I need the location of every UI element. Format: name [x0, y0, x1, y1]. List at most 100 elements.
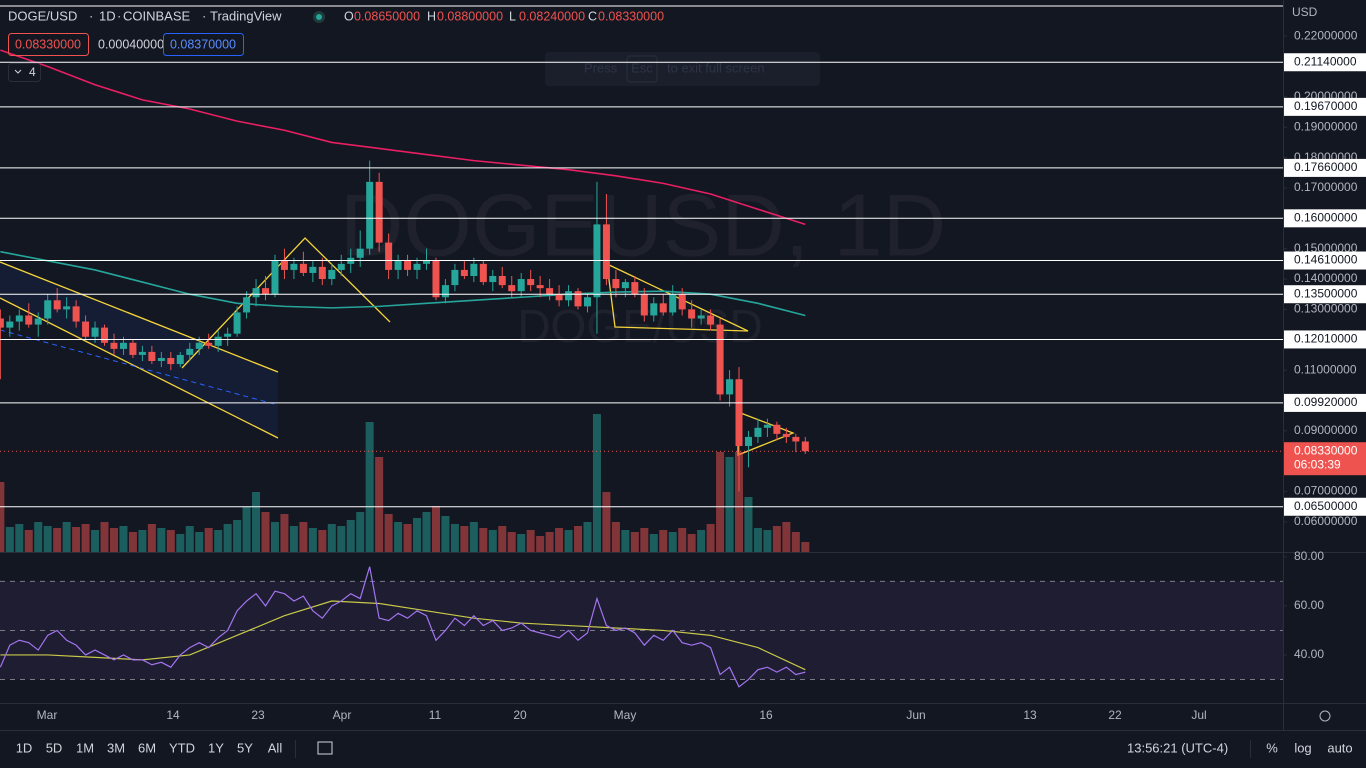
candle-body: [404, 260, 412, 270]
candle-body: [744, 436, 752, 447]
volume-bar: [109, 528, 118, 552]
date-range-icon[interactable]: [317, 741, 333, 755]
candle-body: [290, 263, 298, 270]
volume-bar: [327, 524, 336, 552]
candle-body: [91, 327, 99, 337]
candle-body: [262, 288, 270, 295]
volume-bar: [678, 528, 687, 552]
interval[interactable]: 1D: [99, 8, 116, 23]
level-label: 0.06500000: [1294, 499, 1358, 513]
volume-bar: [233, 520, 242, 552]
volume-bar: [308, 528, 317, 552]
candle-body: [6, 321, 14, 328]
level-label: 0.12010000: [1294, 332, 1358, 346]
rsi-line: [0, 566, 806, 688]
channel-mid: [0, 329, 279, 406]
candle-body: [565, 291, 573, 301]
candle-body: [697, 315, 705, 319]
candle-body: [44, 300, 52, 319]
hint-text: to exit full screen: [667, 60, 765, 75]
volume-bar: [0, 482, 5, 552]
y-tick-label: 0.14000000: [1294, 271, 1358, 285]
volume-bar: [62, 522, 71, 552]
ohlc-key: L: [509, 9, 516, 23]
hint-key: Esc: [631, 60, 653, 75]
volume-bar: [15, 524, 24, 552]
spread: 0.00040000: [98, 37, 164, 51]
level-label-box: [1284, 97, 1366, 116]
ohlc-key: H: [427, 9, 436, 23]
scale-option[interactable]: %: [1266, 740, 1278, 755]
volume-bar: [242, 507, 251, 552]
volume-bar: [697, 530, 706, 552]
level-label-box: [1284, 251, 1366, 270]
volume-bar: [270, 522, 279, 552]
level-label-box: [1284, 285, 1366, 304]
candle-body: [688, 309, 696, 319]
level-label-box: [1284, 393, 1366, 412]
candle-body: [574, 291, 582, 307]
x-tick-label: 23: [251, 708, 265, 722]
volume-bar: [592, 414, 601, 552]
candle-body: [432, 260, 440, 298]
volume-bar: [147, 524, 156, 552]
range-button[interactable]: 1Y: [208, 740, 224, 755]
candle-body: [735, 379, 743, 447]
range-button[interactable]: YTD: [169, 740, 195, 755]
range-button[interactable]: 6M: [138, 740, 156, 755]
watermark: DOGEUSD, 1D: [340, 175, 946, 274]
settings-icon[interactable]: [1319, 710, 1331, 722]
range-button[interactable]: 3M: [107, 740, 125, 755]
candle-body: [318, 266, 326, 280]
volume-bar: [450, 524, 459, 552]
watermark-sub: DOGE/USD: [517, 300, 762, 352]
ohlc-value: 0.08650000: [354, 9, 420, 23]
scale-option[interactable]: log: [1294, 740, 1311, 755]
level-label-box: [1284, 209, 1366, 228]
volume-bar: [431, 506, 440, 552]
candle-body: [328, 269, 336, 280]
exchange: COINBASE: [123, 8, 191, 23]
candle-body: [754, 427, 762, 437]
volume-bar: [91, 530, 100, 552]
candle-body: [669, 294, 677, 313]
y-tick-label: 0.15000000: [1294, 241, 1358, 255]
volume-bar: [337, 526, 346, 552]
x-tick-label: 13: [1023, 708, 1037, 722]
volume-bar: [128, 532, 137, 552]
range-button[interactable]: All: [268, 740, 283, 755]
candle-body: [763, 424, 771, 428]
volume-bar: [24, 530, 33, 552]
bid: 0.08330000: [15, 37, 81, 51]
range-button[interactable]: 5D: [46, 740, 63, 755]
volume-bar: [602, 492, 611, 552]
indicators-toggle[interactable]: [8, 63, 41, 82]
bid-box[interactable]: [8, 33, 89, 56]
range-button[interactable]: 1D: [16, 740, 33, 755]
clock: 13:56:21 (UTC-4): [1127, 740, 1228, 755]
y-tick-label: 40.00: [1294, 647, 1324, 661]
symbol[interactable]: DOGE/USD: [8, 8, 77, 23]
x-tick-label: May: [614, 708, 637, 722]
volume-bar: [384, 514, 393, 552]
last-price-box: [1284, 442, 1366, 476]
candle-body: [517, 279, 525, 292]
volume-bar: [157, 528, 166, 552]
candle-body: [252, 288, 260, 298]
candle-body: [82, 321, 90, 337]
indicator-count: 4: [29, 65, 36, 79]
channel-fill: [0, 262, 278, 438]
candle-body: [546, 288, 554, 295]
volume-bar: [498, 526, 507, 552]
volume-bar: [280, 514, 289, 552]
scale-option[interactable]: auto: [1327, 740, 1352, 755]
ask-box[interactable]: [163, 33, 244, 56]
candle-body: [214, 336, 222, 346]
candle-body: [612, 279, 620, 289]
range-button[interactable]: 1M: [76, 740, 94, 755]
range-button[interactable]: 5Y: [237, 740, 253, 755]
candle-body: [385, 242, 393, 270]
candle-body: [508, 285, 516, 292]
volume-bar: [753, 528, 762, 552]
